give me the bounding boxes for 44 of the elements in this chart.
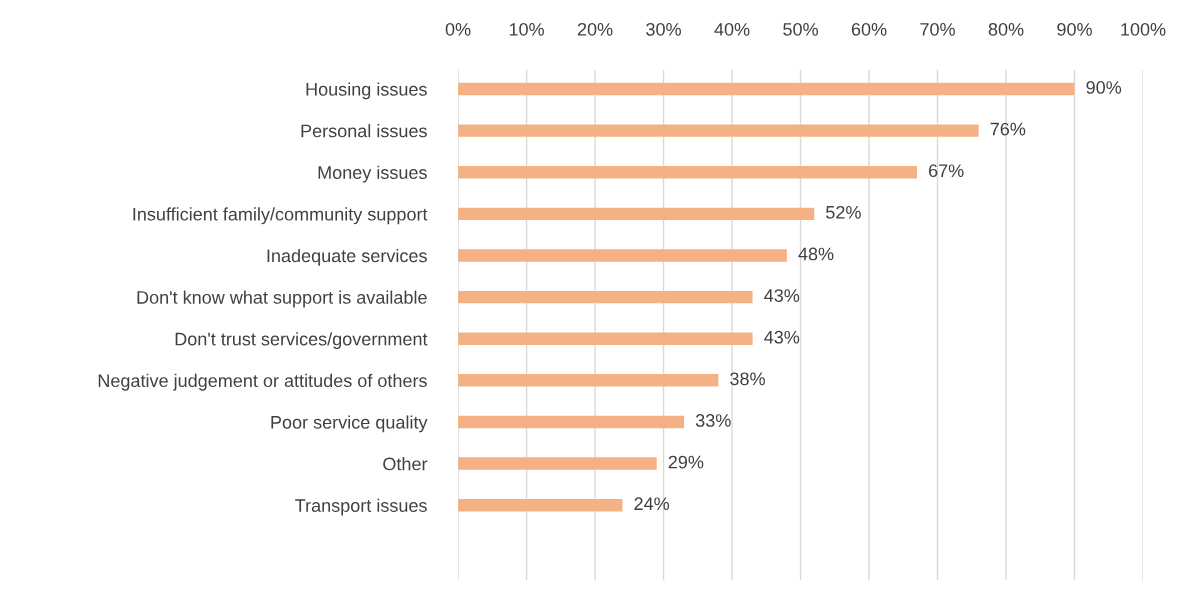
y-tick-label: Money issues — [318, 165, 427, 183]
y-tick-label: Negative judgement or attitudes of others — [98, 373, 427, 391]
y-tick-label: Transport issues — [295, 498, 427, 516]
bar — [458, 457, 657, 470]
data-label: 38% — [730, 372, 765, 386]
data-label: 43% — [764, 330, 800, 344]
x-tick-label: 20% — [577, 22, 613, 36]
y-tick-label: Personal issues — [301, 124, 427, 138]
x-tick-label: 40% — [714, 22, 750, 36]
x-tick-label: 70% — [920, 22, 955, 36]
bar — [458, 166, 917, 179]
bar — [458, 498, 623, 512]
bar — [458, 82, 1075, 96]
data-label: 76% — [990, 122, 1026, 136]
x-tick-label: 80% — [988, 22, 1024, 36]
y-tick-label: Don't know what support is available — [137, 290, 427, 308]
x-tick-label: 100% — [1121, 22, 1166, 36]
y-tick-label: Housing issues — [306, 82, 427, 100]
data-label: 29% — [668, 455, 704, 469]
bar — [458, 207, 815, 221]
bar — [458, 124, 979, 137]
data-label: 43% — [764, 289, 800, 302]
x-tick-label: 10% — [509, 22, 544, 36]
data-label: 24% — [634, 497, 670, 511]
data-label: 90% — [1086, 81, 1122, 94]
y-tick-label: Don't trust services/government — [175, 332, 428, 350]
x-tick-label: 50% — [783, 22, 818, 36]
y-tick-label: Poor service quality — [271, 415, 428, 433]
data-label: 33% — [695, 414, 731, 427]
x-tick-label: 60% — [851, 22, 887, 36]
data-label: 48% — [798, 247, 834, 261]
bar — [458, 249, 787, 262]
data-label: 67% — [929, 164, 964, 178]
y-tick-label: Insufficient family/community support — [133, 207, 428, 225]
x-tick-label: 0% — [445, 22, 471, 36]
bar — [458, 332, 753, 345]
data-label: 52% — [826, 205, 861, 219]
bar — [458, 415, 685, 429]
bar — [458, 374, 719, 387]
bar — [458, 290, 753, 304]
y-tick-label: Other — [383, 457, 428, 471]
x-tick-label: 90% — [1057, 22, 1092, 36]
x-tick-label: 30% — [646, 22, 681, 36]
y-tick-label: Inadequate services — [267, 248, 427, 266]
